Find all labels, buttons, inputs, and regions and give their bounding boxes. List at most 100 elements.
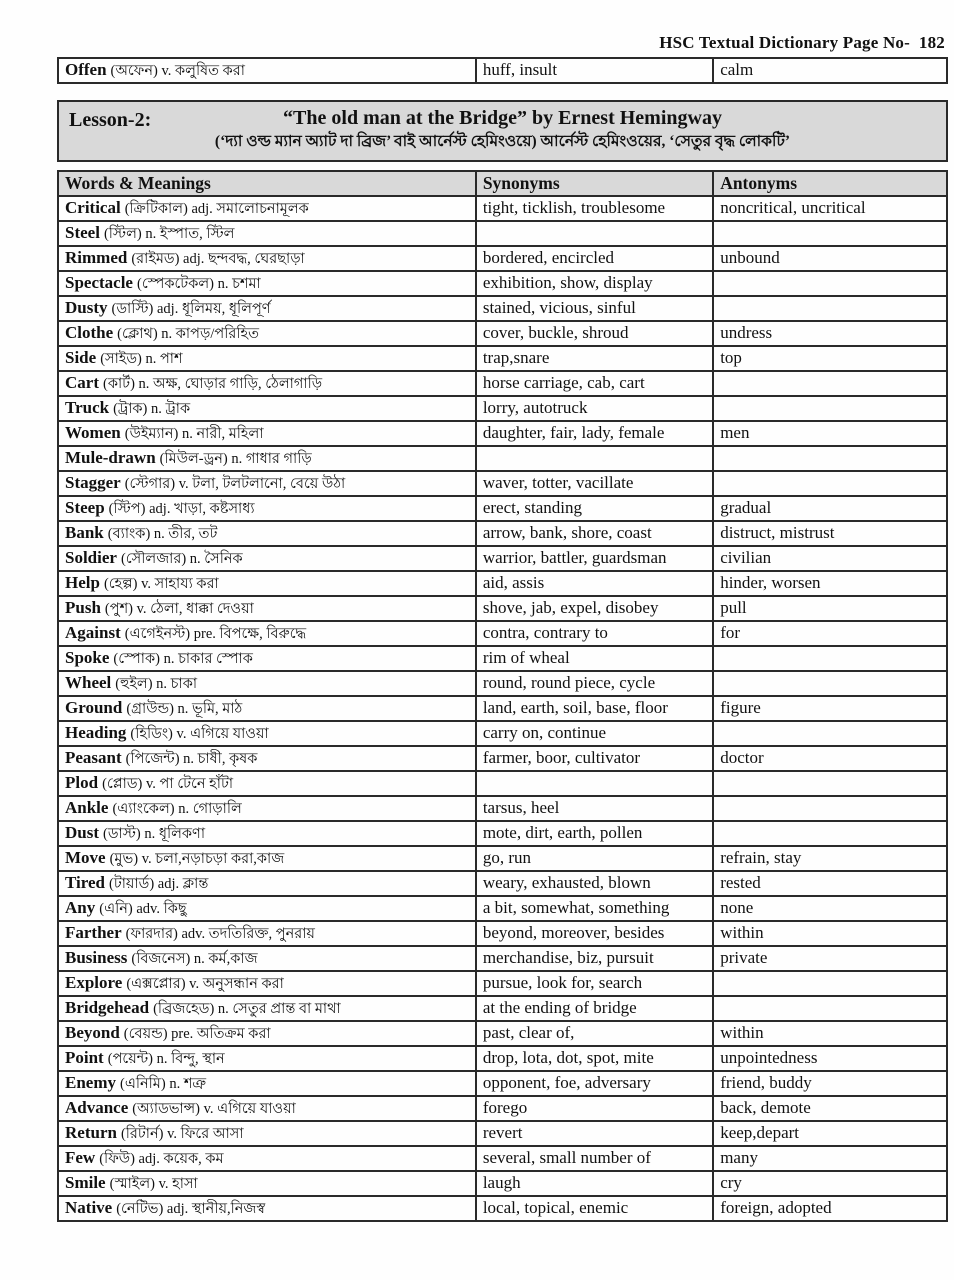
- word-text: Heading: [65, 723, 127, 743]
- column-header-synonyms: Synonyms: [474, 169, 715, 198]
- page-header-text: HSC Textual Dictionary Page No- 182: [659, 33, 945, 52]
- synonyms-cell: tight, ticklish, troublesome: [474, 195, 715, 223]
- table-row: Steep (স্টিপ) adj. খাড়া, কষ্টসাধ্য erect…: [57, 495, 948, 523]
- table-row: Native (নেটিভ) adj. স্থানীয়,নিজস্ব local…: [57, 1195, 948, 1223]
- meaning-text: (হেল্প) v. সাহায্য করা: [103, 576, 219, 593]
- antonyms-cell: [712, 295, 948, 323]
- synonyms-cell: rim of wheal: [474, 645, 715, 673]
- synonyms-cell: [474, 770, 715, 798]
- table-row: Business (বিজনেস) n. কর্ম,কাজ merchandise…: [57, 945, 948, 973]
- table-row: Side (সাইড) n. পাশ trap,snare top: [57, 345, 948, 373]
- table-row: Dusty (ডাস্টি) adj. ধূলিময়, ধূলিপূর্ণ st…: [57, 295, 948, 323]
- word-cell: Point (পয়েন্ট) n. বিন্দু, স্থান: [57, 1045, 477, 1073]
- synonyms-cell: warrior, battler, guardsman: [474, 545, 715, 573]
- synonyms-cell: daughter, fair, lady, female: [474, 420, 715, 448]
- word-cell: Cart (কার্ট) n. অক্ষ, ঘোড়ার গাড়ি, ঠেলাগ…: [57, 370, 477, 398]
- table-row: Offen (অফেন) v. কলুষিত করা huff, insult c…: [57, 57, 948, 84]
- synonyms-cell: stained, vicious, sinful: [474, 295, 715, 323]
- antonyms-cell: cry: [712, 1170, 948, 1198]
- antonyms-cell: refrain, stay: [712, 845, 948, 873]
- meaning-text: (ক্রিটিকাল) adj. সমালোচনামূলক: [124, 201, 309, 218]
- word-text: Dusty: [65, 298, 108, 318]
- word-text: Peasant: [65, 748, 122, 768]
- antonyms-cell: keep,depart: [712, 1120, 948, 1148]
- word-text: Any: [65, 898, 96, 918]
- synonyms-cell: weary, exhausted, blown: [474, 870, 715, 898]
- table-row: Smile (স্মাইল) v. হাসা laugh cry: [57, 1170, 948, 1198]
- antonyms-cell: [712, 995, 948, 1023]
- meaning-text: (ক্লোথ) n. কাপড়/পরিহিত: [117, 326, 259, 343]
- table-row: Spectacle (স্পেকটেকল) n. চশমা exhibition,…: [57, 270, 948, 298]
- antonyms-cell: unbound: [712, 245, 948, 273]
- antonyms-cell: [712, 445, 948, 473]
- meaning-text: (বিজনেস) n. কর্ম,কাজ: [131, 951, 258, 968]
- word-cell: Beyond (বেয়ন্ড) pre. অতিক্রম করা: [57, 1020, 477, 1048]
- meaning-text: (নেটিভ) adj. স্থানীয়,নিজস্ব: [116, 1201, 266, 1218]
- word-text: Enemy: [65, 1073, 116, 1093]
- meaning-text: (উইম্যান) n. নারী, মহিলা: [124, 426, 264, 443]
- word-cell: Business (বিজনেস) n. কর্ম,কাজ: [57, 945, 477, 973]
- meaning-text: (হুইল) n. চাকা: [115, 676, 198, 693]
- synonyms-cell: revert: [474, 1120, 715, 1148]
- word-cell: Truck (ট্রাক) n. ট্রাক: [57, 395, 477, 423]
- word-cell: Clothe (ক্লোথ) n. কাপড়/পরিহিত: [57, 320, 477, 348]
- meaning-text: (কার্ট) n. অক্ষ, ঘোড়ার গাড়ি, ঠেলাগাড়ি: [102, 376, 323, 393]
- synonyms-cell: several, small number of: [474, 1145, 715, 1173]
- synonyms-cell: at the ending of bridge: [474, 995, 715, 1023]
- word-cell: Enemy (এনিমি) n. শত্রু: [57, 1070, 477, 1098]
- word-cell: Steel (স্টিল) n. ইস্পাত, স্টিল: [57, 220, 477, 248]
- table-row: Push (পুশ) v. ঠেলা, ধাক্কা দেওয়া shove, …: [57, 595, 948, 623]
- meaning-text: (অফেন) v. কলুষিত করা: [110, 63, 245, 80]
- column-header-words: Words & Meanings: [57, 169, 477, 198]
- word-cell: Bridgehead (ব্রিজহেড) n. সেতুর প্রান্ত বা…: [57, 995, 477, 1023]
- table-row: Ankle (এ্যাংকেল) n. গোড়ালি tarsus, heel: [57, 795, 948, 823]
- word-text: Ground: [65, 698, 123, 718]
- antonyms-cell: [712, 370, 948, 398]
- word-text: Dust: [65, 823, 100, 843]
- antonyms-cell: [712, 970, 948, 998]
- table-row: Rimmed (রাইমড) adj. ছন্দবদ্ধ, ঘেরছাড়া bo…: [57, 245, 948, 273]
- table-row: Women (উইম্যান) n. নারী, মহিলা daughter, …: [57, 420, 948, 448]
- meaning-text: (ফিউ) adj. কয়েক, কম: [99, 1151, 224, 1168]
- synonyms-cell: aid, assis: [474, 570, 715, 598]
- antonyms-cell: pull: [712, 595, 948, 623]
- synonyms-cell: a bit, somewhat, something: [474, 895, 715, 923]
- word-text: Stagger: [65, 473, 121, 493]
- word-cell: Help (হেল্প) v. সাহায্য করা: [57, 570, 477, 598]
- word-cell: Mule-drawn (মিউল-ড্রন) n. গাধার গাড়ি: [57, 445, 477, 473]
- synonyms-cell: tarsus, heel: [474, 795, 715, 823]
- table-row: Any (এনি) adv. কিছু a bit, somewhat, some…: [57, 895, 948, 923]
- word-text: Beyond: [65, 1023, 120, 1043]
- table-row: Help (হেল্প) v. সাহায্য করা aid, assis hi…: [57, 570, 948, 598]
- word-text: Help: [65, 573, 100, 593]
- synonyms-cell: trap,snare: [474, 345, 715, 373]
- synonyms-cell: opponent, foe, adversary: [474, 1070, 715, 1098]
- table-row: Point (পয়েন্ট) n. বিন্দু, স্থান drop, lo…: [57, 1045, 948, 1073]
- antonyms-cell: undress: [712, 320, 948, 348]
- word-text: Offen: [65, 60, 107, 80]
- word-text: Spoke: [65, 648, 110, 668]
- antonyms-cell: gradual: [712, 495, 948, 523]
- word-text: Farther: [65, 923, 122, 943]
- table-row: Mule-drawn (মিউল-ড্রন) n. গাধার গাড়ি: [57, 445, 948, 473]
- word-cell: Move (মুভ) v. চলা,নড়াচড়া করা,কাজ: [57, 845, 477, 873]
- meaning-text: (পয়েন্ট) n. বিন্দু, স্থান: [107, 1051, 225, 1068]
- antonyms-cell: [712, 270, 948, 298]
- meaning-text: (রাইমড) adj. ছন্দবদ্ধ, ঘেরছাড়া: [131, 251, 305, 268]
- word-text: Steel: [65, 223, 100, 243]
- table-row: Explore (এক্সপ্লোর) v. অনুসন্ধান করা purs…: [57, 970, 948, 998]
- word-cell: Smile (স্মাইল) v. হাসা: [57, 1170, 477, 1198]
- word-text: Rimmed: [65, 248, 128, 268]
- word-text: Bridgehead: [65, 998, 150, 1018]
- synonyms-cell: exhibition, show, display: [474, 270, 715, 298]
- synonyms-cell: mote, dirt, earth, pollen: [474, 820, 715, 848]
- antonyms-cell: [712, 720, 948, 748]
- meaning-text: (সৌলজার) n. সৈনিক: [120, 551, 243, 568]
- antonyms-cell: back, demote: [712, 1095, 948, 1123]
- meaning-text: (স্টিপ) adj. খাড়া, কষ্টসাধ্য: [108, 501, 255, 518]
- antonyms-cell: [712, 795, 948, 823]
- word-text: Ankle: [65, 798, 109, 818]
- antonyms-cell: top: [712, 345, 948, 373]
- meaning-text: (গ্রাউন্ড) n. ভূমি, মাঠ: [126, 701, 243, 718]
- synonyms-cell: drop, lota, dot, spot, mite: [474, 1045, 715, 1073]
